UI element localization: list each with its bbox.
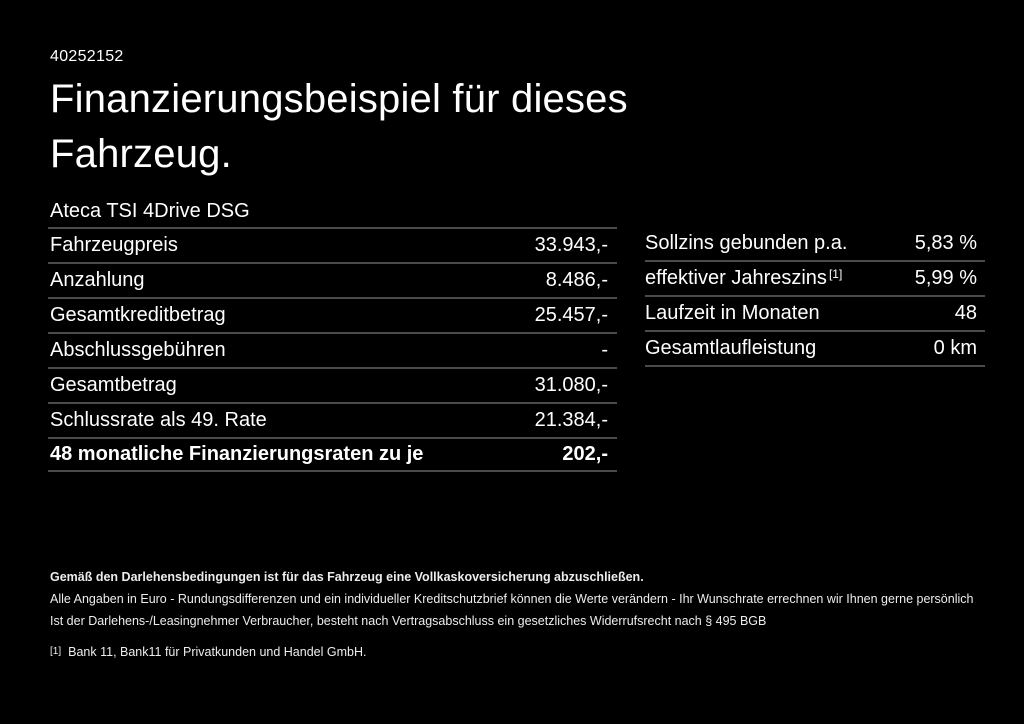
vehicle-model: Ateca TSI 4Drive DSG xyxy=(50,200,250,222)
footnote-text: Bank 11, Bank11 für Privatkunden und Han… xyxy=(68,645,367,659)
row-label: Abschlussgebühren xyxy=(50,339,226,361)
row-value: 202,- xyxy=(562,443,608,465)
finance-row-anzahlung: Anzahlung 8.486,- xyxy=(48,262,617,297)
row-label: Anzahlung xyxy=(50,269,145,291)
row-label: Sollzins gebunden p.a. xyxy=(645,232,848,254)
finance-row-abschlussgebuehren: Abschlussgebühren - xyxy=(48,332,617,367)
finance-row-schlussrate: Schlussrate als 49. Rate 21.384,- xyxy=(48,402,617,437)
finance-row-gesamtkreditbetrag: Gesamtkreditbetrag 25.457,- xyxy=(48,297,617,332)
row-value: 25.457,- xyxy=(534,304,608,326)
row-label: Gesamtkreditbetrag xyxy=(50,304,226,326)
row-label: Laufzeit in Monaten xyxy=(645,302,820,324)
conditions-table: Sollzins gebunden p.a. 5,83 % effektiver… xyxy=(645,227,985,367)
finance-table: Fahrzeugpreis 33.943,- Anzahlung 8.486,-… xyxy=(48,227,617,472)
footnote-ref-1: [1] xyxy=(828,267,843,281)
condition-row-sollzins: Sollzins gebunden p.a. 5,83 % xyxy=(645,227,985,262)
row-value: - xyxy=(601,339,608,361)
row-label: Gesamtlaufleistung xyxy=(645,337,817,359)
row-value: 31.080,- xyxy=(534,374,608,396)
row-value: 8.486,- xyxy=(545,269,608,291)
reference-number: 40252152 xyxy=(50,48,124,65)
footer-insurance-note: Gemäß den Darlehensbedingungen ist für d… xyxy=(50,570,644,584)
condition-row-gesamtlaufleistung: Gesamtlaufleistung 0 km xyxy=(645,332,985,367)
row-label: Schlussrate als 49. Rate xyxy=(50,409,267,431)
footer-withdrawal-note: Ist der Darlehens-/Leasingnehmer Verbrau… xyxy=(50,614,767,628)
condition-row-laufzeit: Laufzeit in Monaten 48 xyxy=(645,297,985,332)
footnote-marker: [1] xyxy=(50,646,62,657)
row-label: 48 monatliche Finanzierungsraten zu je xyxy=(50,443,424,465)
row-value: 0 km xyxy=(933,337,977,359)
row-value: 21.384,- xyxy=(534,409,608,431)
row-value: 48 xyxy=(954,302,977,324)
condition-row-effektiver-jahreszins: effektiver Jahreszins [1] 5,99 % xyxy=(645,262,985,297)
finance-row-fahrzeugpreis: Fahrzeugpreis 33.943,- xyxy=(48,227,617,262)
footer-disclaimer: Alle Angaben in Euro - Rundungsdifferenz… xyxy=(50,592,974,606)
page-title-line2: Fahrzeug. xyxy=(50,132,232,176)
row-label: Fahrzeugpreis xyxy=(50,234,178,256)
row-value: 33.943,- xyxy=(534,234,608,256)
finance-row-monatsrate: 48 monatliche Finanzierungsraten zu je 2… xyxy=(48,437,617,472)
finance-row-gesamtbetrag: Gesamtbetrag 31.080,- xyxy=(48,367,617,402)
row-label: Gesamtbetrag xyxy=(50,374,177,396)
legal-footer: Gemäß den Darlehensbedingungen ist für d… xyxy=(50,566,1000,665)
page-title-line1: Finanzierungsbeispiel für dieses xyxy=(50,77,628,121)
row-value: 5,83 % xyxy=(914,232,977,254)
footer-footnote: [1] Bank 11, Bank11 für Privatkunden und … xyxy=(50,641,1000,665)
page-title: Finanzierungsbeispiel für dieses Fahrzeug… xyxy=(50,72,628,182)
row-value: 5,99 % xyxy=(914,267,977,289)
row-label: effektiver Jahreszins [1] xyxy=(645,267,843,289)
